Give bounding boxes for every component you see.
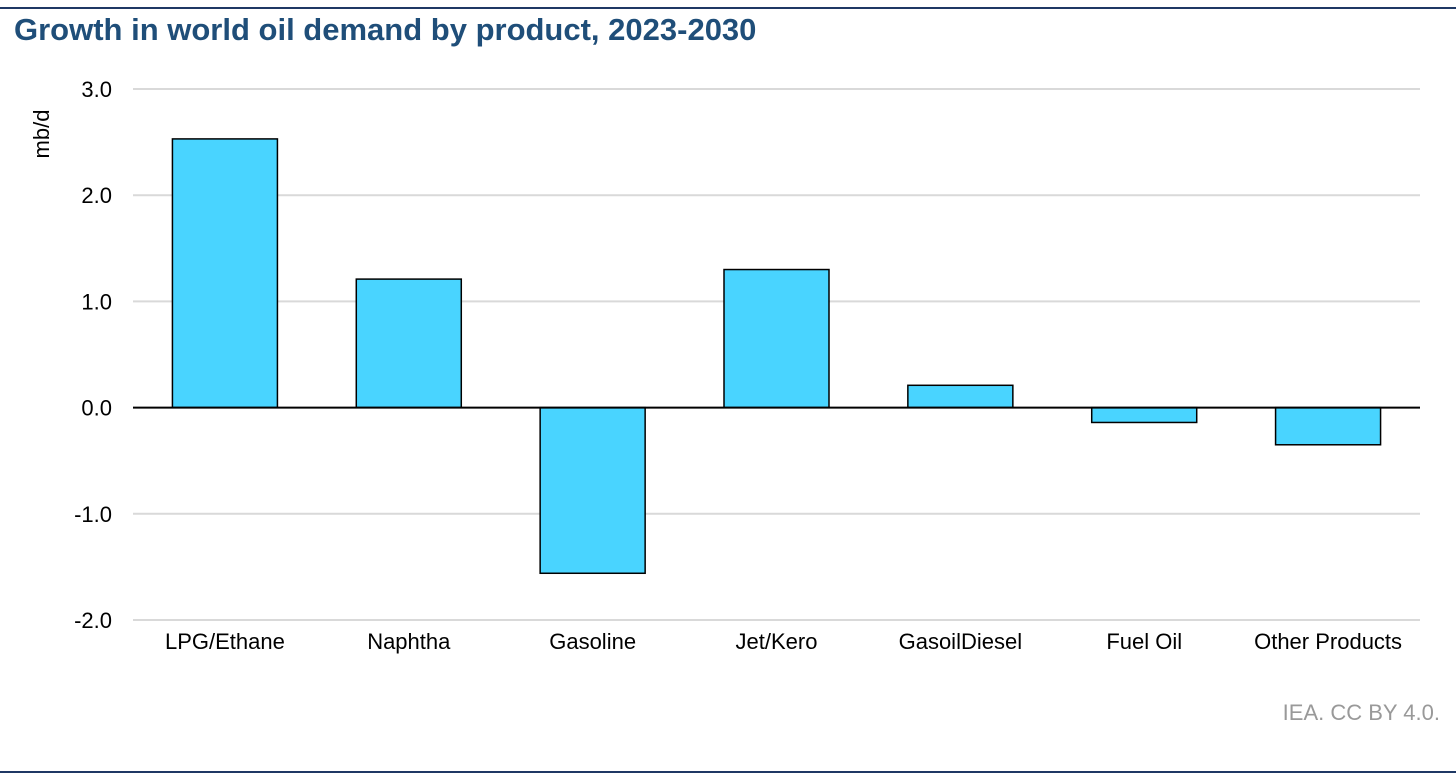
x-tick-label: Fuel Oil	[1106, 629, 1182, 654]
x-tick-label: Naphtha	[367, 629, 451, 654]
y-tick-label: -1.0	[74, 502, 112, 527]
x-tick-label: GasoilDiesel	[899, 629, 1023, 654]
y-tick-label: -2.0	[74, 608, 112, 633]
y-tick-label: 2.0	[81, 183, 112, 208]
x-tick-label: LPG/Ethane	[165, 629, 285, 654]
bar-other-products	[1274, 406, 1382, 446]
bars	[171, 138, 1382, 575]
bar-naphtha	[355, 278, 463, 409]
bar-jet-kero	[723, 268, 830, 409]
y-tick-label: 3.0	[81, 77, 112, 102]
y-tick-label: 0.0	[81, 396, 112, 421]
source-note: IEA. CC BY 4.0.	[1282, 700, 1440, 725]
chart-title: Growth in world oil demand by product, 2…	[14, 12, 757, 47]
x-tick-label: Jet/Kero	[736, 629, 818, 654]
bar-gasoildiesel	[907, 384, 1014, 409]
y-axis-label: mb/d	[29, 110, 54, 159]
y-axis-tick-labels: -2.0 -1.0 0.0 1.0 2.0 3.0	[74, 77, 112, 633]
bar-chart: -2.0 -1.0 0.0 1.0 2.0 3.0 LPG/Ethane Naphtha Ga…	[29, 77, 1420, 654]
bottom-rule	[0, 771, 1456, 773]
y-tick-label: 1.0	[81, 289, 112, 314]
x-tick-label: Other Products	[1254, 629, 1402, 654]
x-tick-label: Gasoline	[549, 629, 636, 654]
x-axis-category-labels: LPG/Ethane Naphtha Gasoline Jet/Kero GasoilD…	[165, 629, 1402, 654]
bar-fuel-oil	[1090, 406, 1198, 424]
top-rule	[0, 7, 1456, 9]
bar-lpg-ethane	[171, 138, 279, 409]
bar-gasoline	[539, 406, 646, 575]
